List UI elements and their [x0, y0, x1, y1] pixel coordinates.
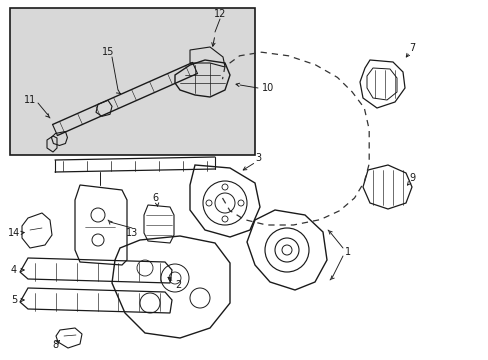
- Text: 6: 6: [152, 193, 158, 203]
- Text: 2: 2: [175, 280, 181, 290]
- Text: 1: 1: [344, 247, 350, 257]
- Text: 12: 12: [213, 9, 226, 19]
- Text: 10: 10: [262, 83, 274, 93]
- Text: 13: 13: [125, 228, 138, 238]
- Text: 5: 5: [11, 295, 17, 305]
- Bar: [10, 8, 254, 155]
- Text: 3: 3: [254, 153, 261, 163]
- Text: 4: 4: [11, 265, 17, 275]
- Text: 8: 8: [52, 340, 58, 350]
- Text: 9: 9: [408, 173, 414, 183]
- Text: 7: 7: [408, 43, 414, 53]
- Text: 14: 14: [8, 228, 20, 238]
- Text: 15: 15: [102, 47, 114, 57]
- Text: 11: 11: [24, 95, 36, 105]
